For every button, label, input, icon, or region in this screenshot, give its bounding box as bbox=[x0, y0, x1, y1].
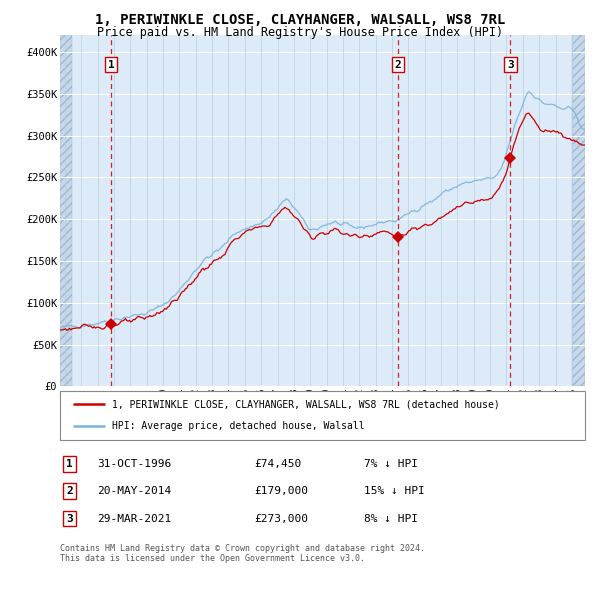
Text: £179,000: £179,000 bbox=[254, 486, 308, 496]
Text: 2: 2 bbox=[395, 60, 401, 70]
Text: 1: 1 bbox=[66, 459, 73, 468]
Text: 1, PERIWINKLE CLOSE, CLAYHANGER, WALSALL, WS8 7RL (detached house): 1, PERIWINKLE CLOSE, CLAYHANGER, WALSALL… bbox=[113, 399, 500, 409]
Text: 3: 3 bbox=[66, 514, 73, 523]
Text: 7% ↓ HPI: 7% ↓ HPI bbox=[365, 459, 419, 468]
FancyBboxPatch shape bbox=[60, 391, 585, 440]
Text: 3: 3 bbox=[507, 60, 514, 70]
Text: 8% ↓ HPI: 8% ↓ HPI bbox=[365, 514, 419, 523]
Text: HPI: Average price, detached house, Walsall: HPI: Average price, detached house, Wals… bbox=[113, 421, 365, 431]
Text: 2: 2 bbox=[66, 486, 73, 496]
Text: £74,450: £74,450 bbox=[254, 459, 302, 468]
Text: Price paid vs. HM Land Registry's House Price Index (HPI): Price paid vs. HM Land Registry's House … bbox=[97, 26, 503, 39]
Bar bbox=[60, 35, 72, 386]
Text: £273,000: £273,000 bbox=[254, 514, 308, 523]
Text: 20-MAY-2014: 20-MAY-2014 bbox=[97, 486, 171, 496]
Text: 1: 1 bbox=[108, 60, 115, 70]
Text: 31-OCT-1996: 31-OCT-1996 bbox=[97, 459, 171, 468]
Bar bbox=[572, 35, 585, 386]
Text: 1, PERIWINKLE CLOSE, CLAYHANGER, WALSALL, WS8 7RL: 1, PERIWINKLE CLOSE, CLAYHANGER, WALSALL… bbox=[95, 13, 505, 27]
Text: Contains HM Land Registry data © Crown copyright and database right 2024.
This d: Contains HM Land Registry data © Crown c… bbox=[60, 544, 425, 563]
Text: 15% ↓ HPI: 15% ↓ HPI bbox=[365, 486, 425, 496]
Text: 29-MAR-2021: 29-MAR-2021 bbox=[97, 514, 171, 523]
